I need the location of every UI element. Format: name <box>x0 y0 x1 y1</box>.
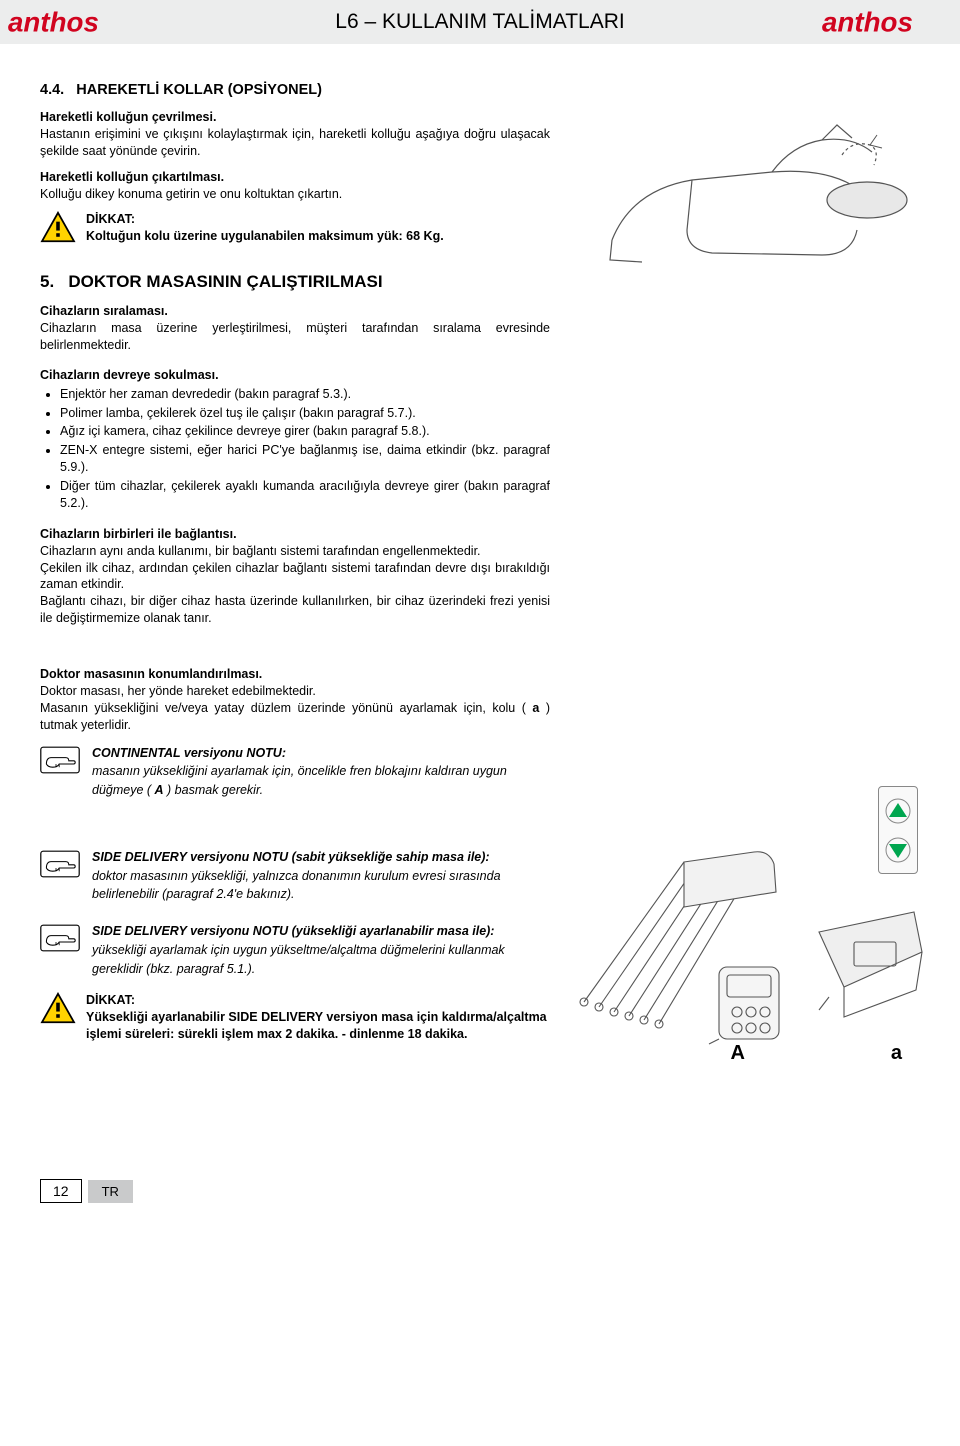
list-item: ZEN-X entegre sistemi, eğer harici PC'ye… <box>60 442 550 477</box>
warning-title: DİKKAT: <box>86 993 135 1007</box>
p-interlock-body3: Bağlantı cihazı, bir diğer cihaz hasta ü… <box>40 593 550 627</box>
p-activation-title: Cihazların devreye sokulması. <box>40 368 550 382</box>
p-ordering-title: Cihazların sıralaması. <box>40 304 550 318</box>
page-footer: 12 TR <box>40 1179 133 1203</box>
p-interlock-title: Cihazların birbirleri ile bağlantısı. <box>40 527 550 541</box>
warning-title: DİKKAT: <box>86 212 135 226</box>
p-armrest-remove-title: Hareketli kolluğun çıkartılması. <box>40 170 550 184</box>
p-interlock-body1: Cihazların aynı anda kullanımı, bir bağl… <box>40 543 550 560</box>
note-title: SIDE DELIVERY versiyonu NOTU (sabit yüks… <box>92 850 490 864</box>
note-continental: CONTINENTAL versiyonu NOTU: masanın yüks… <box>40 744 550 800</box>
logo-right: anthos <box>822 2 952 42</box>
page-title: L6 – KULLANIM TALİMATLARI <box>0 0 960 34</box>
hand-point-icon <box>40 850 80 878</box>
p-armrest-remove-body: Kolluğu dikey konuma getirin ve onu kolt… <box>40 186 550 203</box>
p-positioning-title: Doktor masasının konumlandırılması. <box>40 667 550 681</box>
p-armrest-turn-body: Hastanın erişimini ve çıkışını kolaylaşt… <box>40 126 550 160</box>
warning-duty-cycle: DİKKAT: Yüksekliği ayarlanabilir SIDE DE… <box>40 992 550 1043</box>
note-title: CONTINENTAL versiyonu NOTU: <box>92 746 286 760</box>
p-ordering-body: Cihazların masa üzerine yerleştirilmesi,… <box>40 320 550 354</box>
note-side-delivery-fixed: SIDE DELIVERY versiyonu NOTU (sabit yüks… <box>40 848 550 904</box>
p-interlock-body2: Çekilen ilk cihaz, ardından çekilen ciha… <box>40 560 550 594</box>
header-bar: anthos L6 – KULLANIM TALİMATLARI anthos <box>0 0 960 44</box>
p-positioning-body2: Masanın yüksekliğini ve/veya yatay düzle… <box>40 700 550 734</box>
warning-icon <box>40 992 76 1024</box>
hand-point-icon <box>40 746 80 774</box>
svg-text:anthos: anthos <box>8 7 99 38</box>
list-item: Ağız içi kamera, cihaz çekilince devreye… <box>60 423 550 441</box>
note-body: doktor masasının yüksekliği, yalnızca do… <box>92 869 501 902</box>
page-number: 12 <box>40 1179 82 1203</box>
list-item: Polimer lamba, çekilerek özel tuş ile ça… <box>60 405 550 423</box>
p-positioning-body1: Doktor masası, her yönde hareket edebilm… <box>40 683 550 700</box>
list-item: Enjektör her zaman devrededir (bakın par… <box>60 386 550 404</box>
language-code: TR <box>88 1180 133 1203</box>
list-item: Diğer tüm cihazlar, çekilerek ayaklı kum… <box>60 478 550 513</box>
warning-body: Koltuğun kolu üzerine uygulanabilen maks… <box>86 229 444 243</box>
warning-icon <box>40 211 76 243</box>
p-armrest-turn-title: Hareketli kolluğun çevrilmesi. <box>40 110 550 124</box>
note-side-delivery-adjustable: SIDE DELIVERY versiyonu NOTU (yüksekliği… <box>40 922 550 978</box>
note-body: yüksekliği ayarlamak için uygun yükseltm… <box>92 943 505 976</box>
activation-bullets: Enjektör her zaman devrededir (bakın par… <box>40 386 550 513</box>
warning-body: Yüksekliği ayarlanabilir SIDE DELIVERY v… <box>86 1010 547 1041</box>
note-title: SIDE DELIVERY versiyonu NOTU (yüksekliği… <box>92 924 494 938</box>
section-4-4-heading: 4.4. HAREKETLİ KOLLAR (OPSİYONEL) <box>40 82 550 98</box>
hand-point-icon <box>40 924 80 952</box>
note-body: masanın yüksekliğini ayarlamak için, önc… <box>92 764 507 797</box>
section-5-heading: 5. DOKTOR MASASININ ÇALIŞTIRILMASI <box>40 272 550 292</box>
warning-max-load: DİKKAT: Koltuğun kolu üzerine uygulanabi… <box>40 211 550 245</box>
logo-left: anthos <box>8 2 138 42</box>
page-body: 4.4. HAREKETLİ KOLLAR (OPSİYONEL) Hareke… <box>0 44 960 1223</box>
svg-text:anthos: anthos <box>822 7 913 38</box>
